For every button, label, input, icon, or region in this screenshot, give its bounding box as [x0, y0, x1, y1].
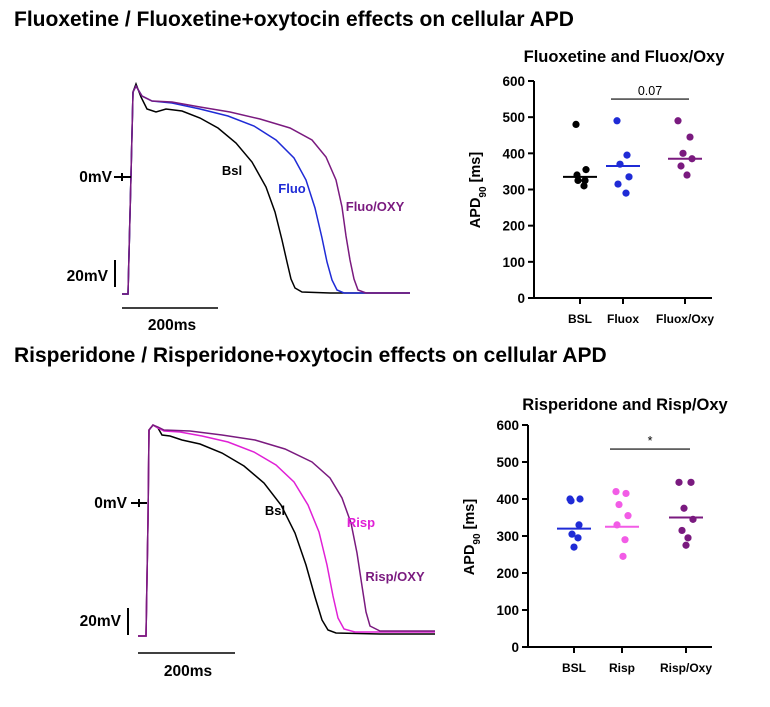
label-risp-oxy: Risp/OXY	[365, 569, 425, 584]
data-point	[614, 180, 622, 188]
zero-mv-marker	[114, 173, 131, 181]
label-fluo-oxy: Fluo/OXY	[346, 199, 405, 214]
section-title-risperidone: Risperidone / Risperidone+oxytocin effec…	[14, 344, 607, 367]
amplitude-scale-label: 20mV	[67, 268, 109, 285]
y-tick-label: 500	[502, 110, 525, 125]
zero-mv-label: 0mV	[94, 495, 127, 512]
label-bsl: Bsl	[222, 163, 242, 178]
label-fluo: Fluo	[278, 181, 305, 196]
y-tick-label: 100	[496, 603, 519, 618]
data-point	[568, 530, 576, 538]
data-point	[684, 534, 692, 542]
y-axis-label: APD90 [ms]	[462, 499, 483, 576]
trace-baseline	[138, 424, 435, 637]
data-point	[576, 495, 584, 503]
zero-mv-label: 0mV	[79, 169, 112, 186]
x-tick-label: Fluox/Oxy	[656, 312, 714, 326]
data-point	[567, 497, 575, 505]
y-tick-label: 0	[511, 640, 519, 655]
data-point	[612, 488, 620, 496]
data-point	[622, 489, 630, 498]
trace-fluo	[122, 84, 410, 295]
x-tick-label: Fluox	[607, 312, 639, 326]
label-bsl: Bsl	[265, 503, 285, 518]
y-tick-label: 500	[496, 455, 519, 470]
ap-traces-risperidone: 0mV 20mV 200ms Bsl Risp Risp/OXY	[80, 424, 435, 680]
data-point	[575, 521, 583, 529]
chart-title: Risperidone and Risp/Oxy	[522, 396, 728, 414]
data-point	[619, 552, 627, 560]
y-tick-label: 600	[496, 418, 519, 433]
y-tick-label: 400	[502, 146, 525, 161]
x-tick-label: BSL	[568, 312, 592, 326]
data-point	[613, 117, 621, 125]
data-point	[570, 543, 578, 551]
data-point	[679, 149, 687, 157]
data-point	[574, 534, 582, 542]
y-axis-label: APD90 [ms]	[468, 152, 489, 229]
data-point	[622, 189, 630, 197]
x-tick-label: Risp	[609, 661, 635, 675]
y-tick-label: 300	[502, 183, 525, 198]
data-point	[680, 504, 688, 512]
data-point	[582, 166, 590, 174]
data-point	[621, 536, 629, 544]
chart-title: Fluoxetine and Fluox/Oxy	[524, 48, 726, 66]
y-tick-label: 600	[502, 74, 525, 89]
data-point	[625, 173, 633, 181]
time-scale-label: 200ms	[148, 317, 196, 334]
data-point	[580, 182, 588, 190]
data-point	[623, 151, 631, 159]
y-tick-label: 0	[517, 291, 525, 306]
trace-fluo-oxy	[122, 84, 410, 295]
scatter-chart-risperidone: Risperidone and Risp/Oxy 0 100 200 300 400 500…	[462, 396, 729, 675]
time-scale-label: 200ms	[164, 663, 212, 680]
x-tick-label: BSL	[562, 661, 586, 675]
y-tick-label: 200	[502, 219, 525, 234]
significance-label: 0.07	[638, 84, 662, 98]
data-point	[677, 162, 685, 170]
data-point	[678, 526, 686, 535]
data-point	[683, 171, 691, 179]
data-point	[581, 176, 589, 185]
significance-label: *	[648, 434, 653, 448]
data-point	[615, 500, 623, 509]
data-point	[572, 120, 580, 128]
y-tick-label: 400	[496, 492, 519, 507]
amplitude-scale-label: 20mV	[80, 613, 122, 630]
data-point	[687, 478, 695, 486]
trace-risp-oxy	[138, 424, 435, 637]
data-point	[682, 541, 690, 549]
x-tick-label: Risp/Oxy	[660, 661, 712, 675]
scatter-chart-fluoxetine: Fluoxetine and Fluox/Oxy 0 100 200 300 400 500…	[468, 48, 725, 326]
data-point	[574, 176, 582, 185]
trace-baseline	[122, 81, 410, 295]
section-title-fluoxetine: Fluoxetine / Fluoxetine+oxytocin effects…	[14, 8, 574, 31]
data-point	[675, 478, 683, 486]
y-tick-label: 200	[496, 566, 519, 581]
zero-mv-marker	[131, 499, 147, 507]
data-point	[624, 512, 632, 520]
y-tick-label: 100	[502, 255, 525, 270]
data-point	[674, 117, 682, 125]
y-tick-label: 300	[496, 529, 519, 544]
ap-traces-fluoxetine: 0mV 20mV 200ms Bsl Fluo Fluo/OXY	[67, 81, 410, 334]
data-point	[686, 133, 694, 141]
label-risp: Risp	[347, 515, 375, 530]
trace-risp	[138, 424, 435, 637]
